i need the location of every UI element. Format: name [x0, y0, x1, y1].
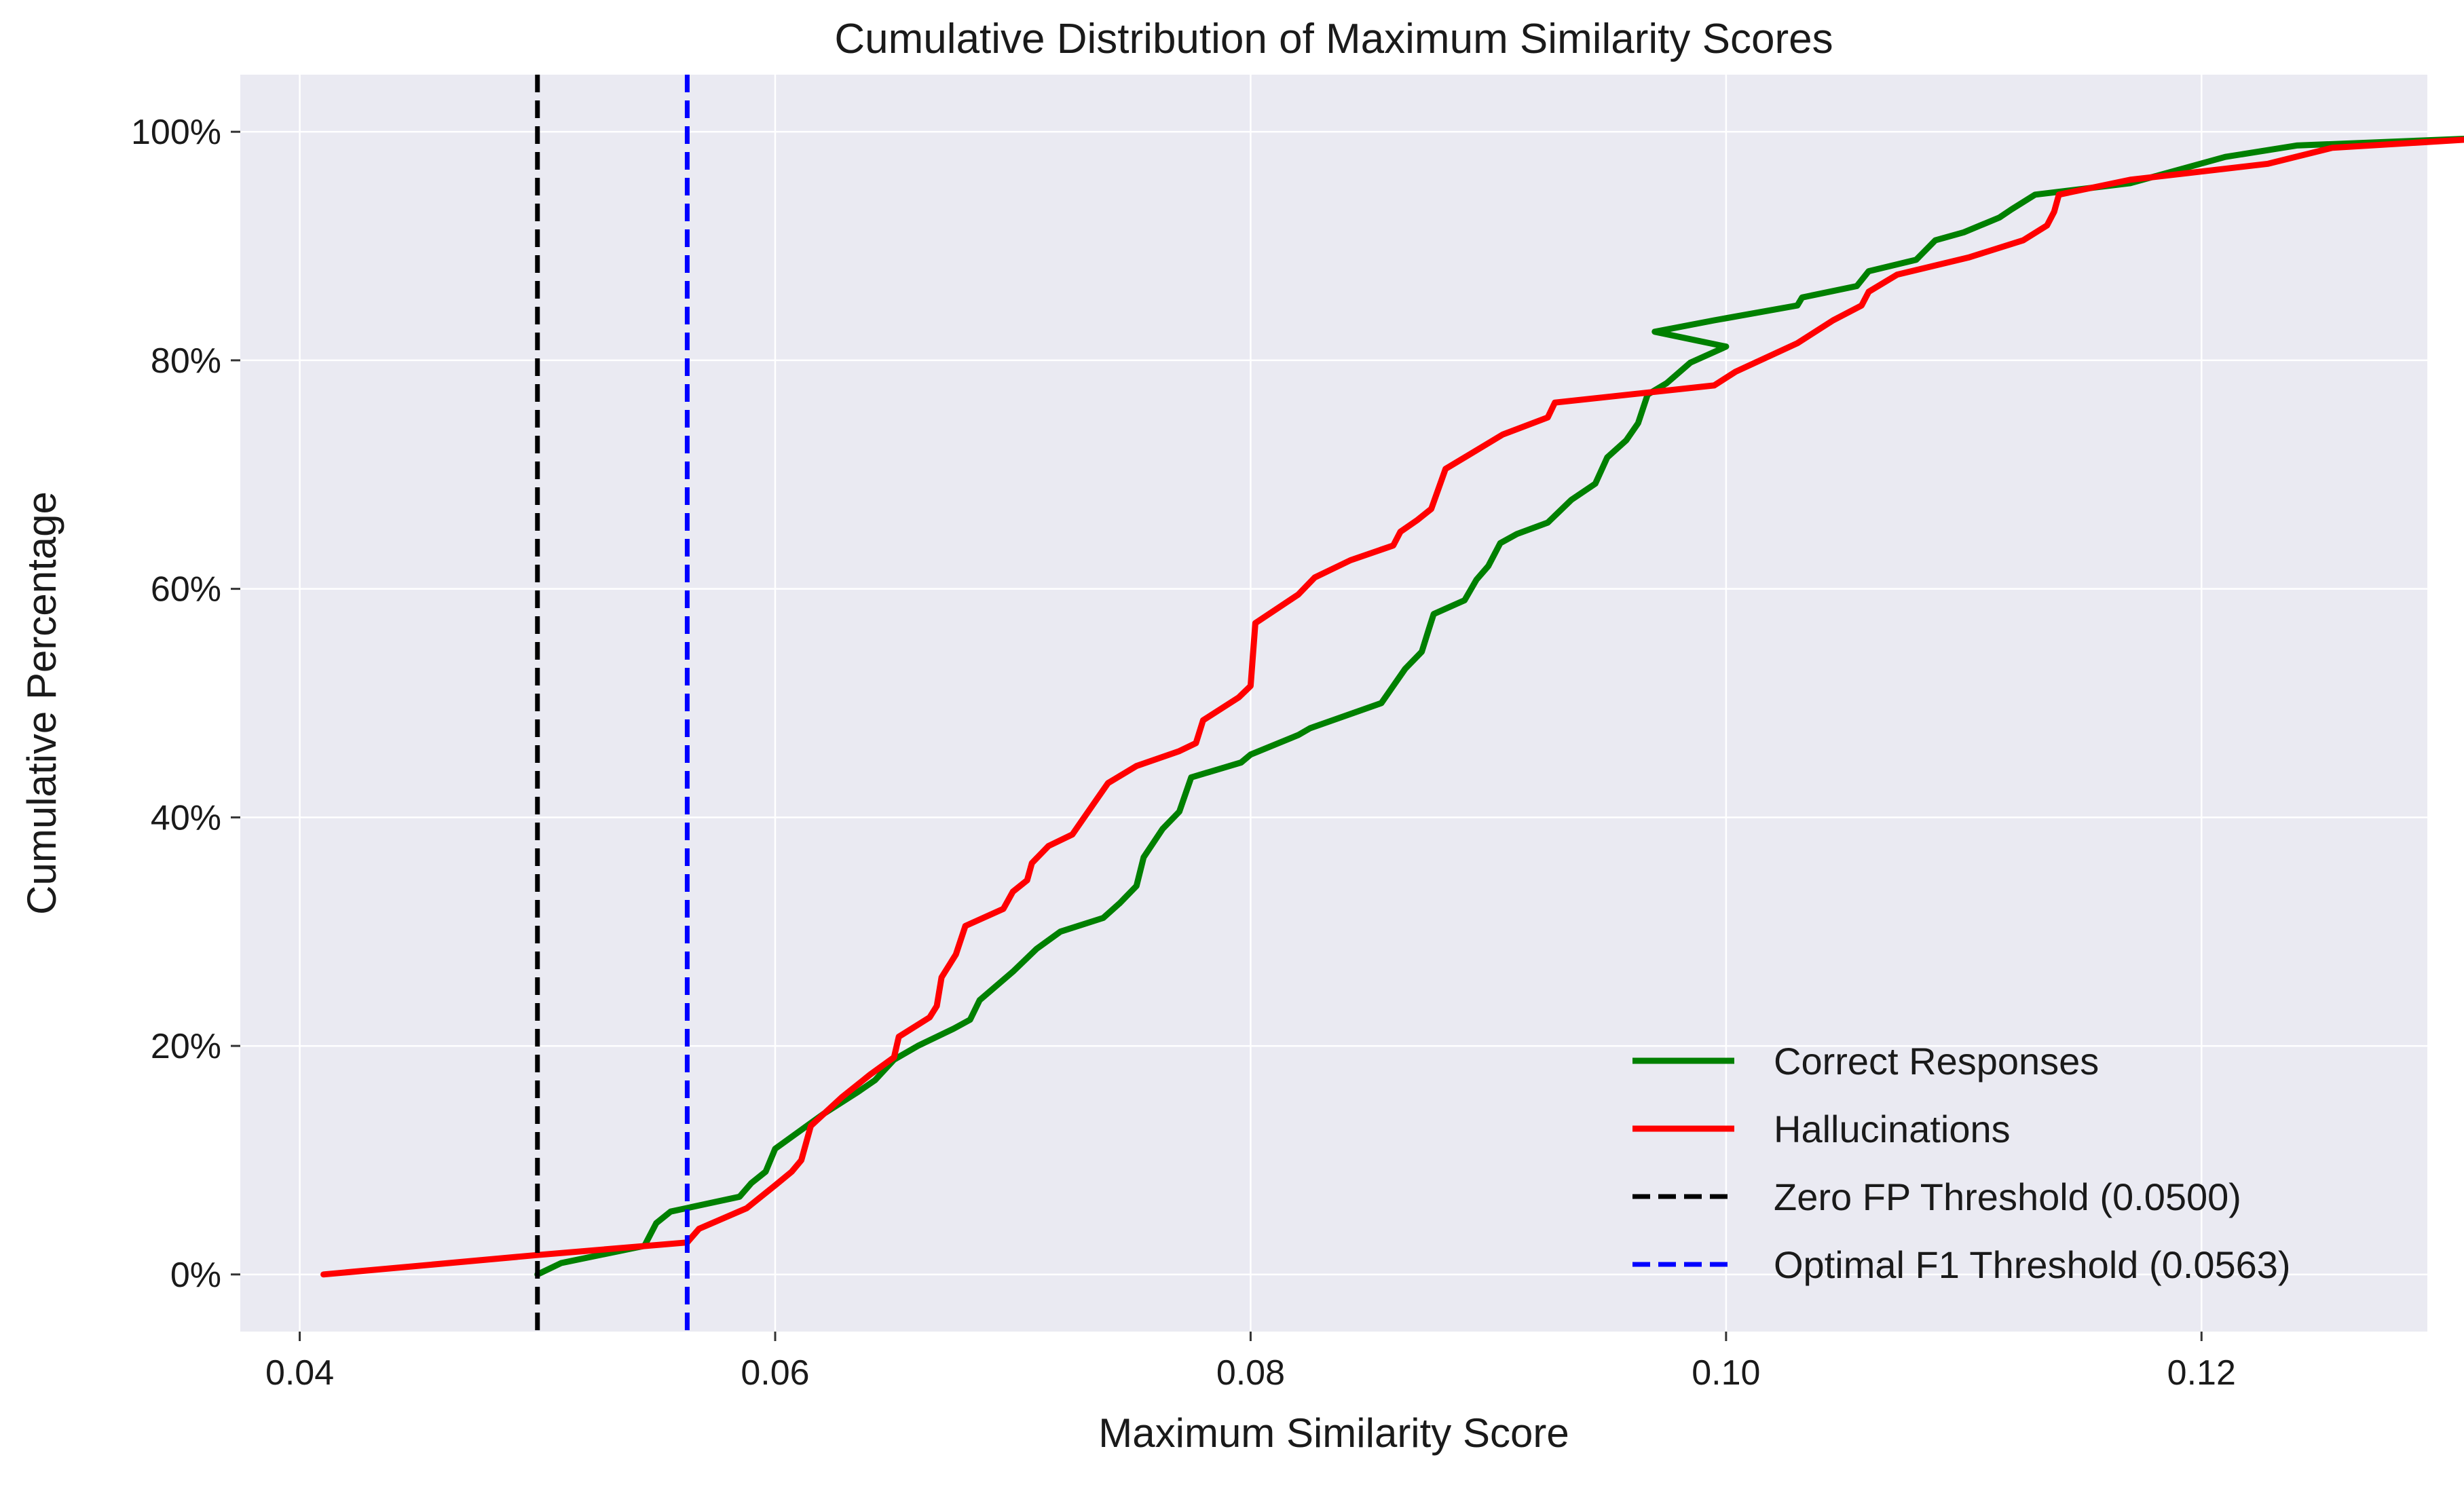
- grid: [240, 75, 2427, 1332]
- y-tick-label: 40%: [151, 798, 221, 837]
- legend-label-hallucinations: Hallucinations: [1774, 1108, 2011, 1150]
- series-layer: [320, 75, 2464, 1332]
- x-tick-label: 0.12: [2167, 1353, 2236, 1393]
- x-tick-label: 0.04: [265, 1353, 334, 1393]
- legend-label-zero-fp-threshold-0-0500: Zero FP Threshold (0.0500): [1774, 1175, 2241, 1218]
- x-tick-label: 0.10: [1692, 1353, 1760, 1393]
- y-tick-label: 60%: [151, 570, 221, 609]
- y-tick-label: 0%: [170, 1256, 221, 1295]
- x-axis-title: Maximum Similarity Score: [1098, 1410, 1569, 1456]
- y-tick-label: 20%: [151, 1027, 221, 1066]
- ticks: 0.04 0.06 0.08 0.10 0.12 0% 20% 40% 60% 80% 100%: [131, 113, 2236, 1393]
- series-line-correct-responses: [534, 136, 2464, 1278]
- plot-area: [240, 75, 2427, 1332]
- y-tick-label: 80%: [151, 341, 221, 381]
- chart-title: Cumulative Distribution of Maximum Simil…: [834, 16, 1833, 62]
- x-tick-label: 0.06: [741, 1353, 809, 1393]
- series-line-hallucinations: [320, 136, 2464, 1278]
- legend: Correct Responses Hallucinations Zero FP T…: [1632, 1040, 2291, 1286]
- legend-label-optimal-f1-threshold-0-0563: Optimal F1 Threshold (0.0563): [1774, 1243, 2291, 1286]
- x-tick-label: 0.08: [1216, 1353, 1285, 1393]
- y-axis-title: Cumulative Percentage: [19, 491, 64, 915]
- legend-label-correct-responses: Correct Responses: [1774, 1040, 2099, 1083]
- y-tick-label: 100%: [131, 113, 221, 152]
